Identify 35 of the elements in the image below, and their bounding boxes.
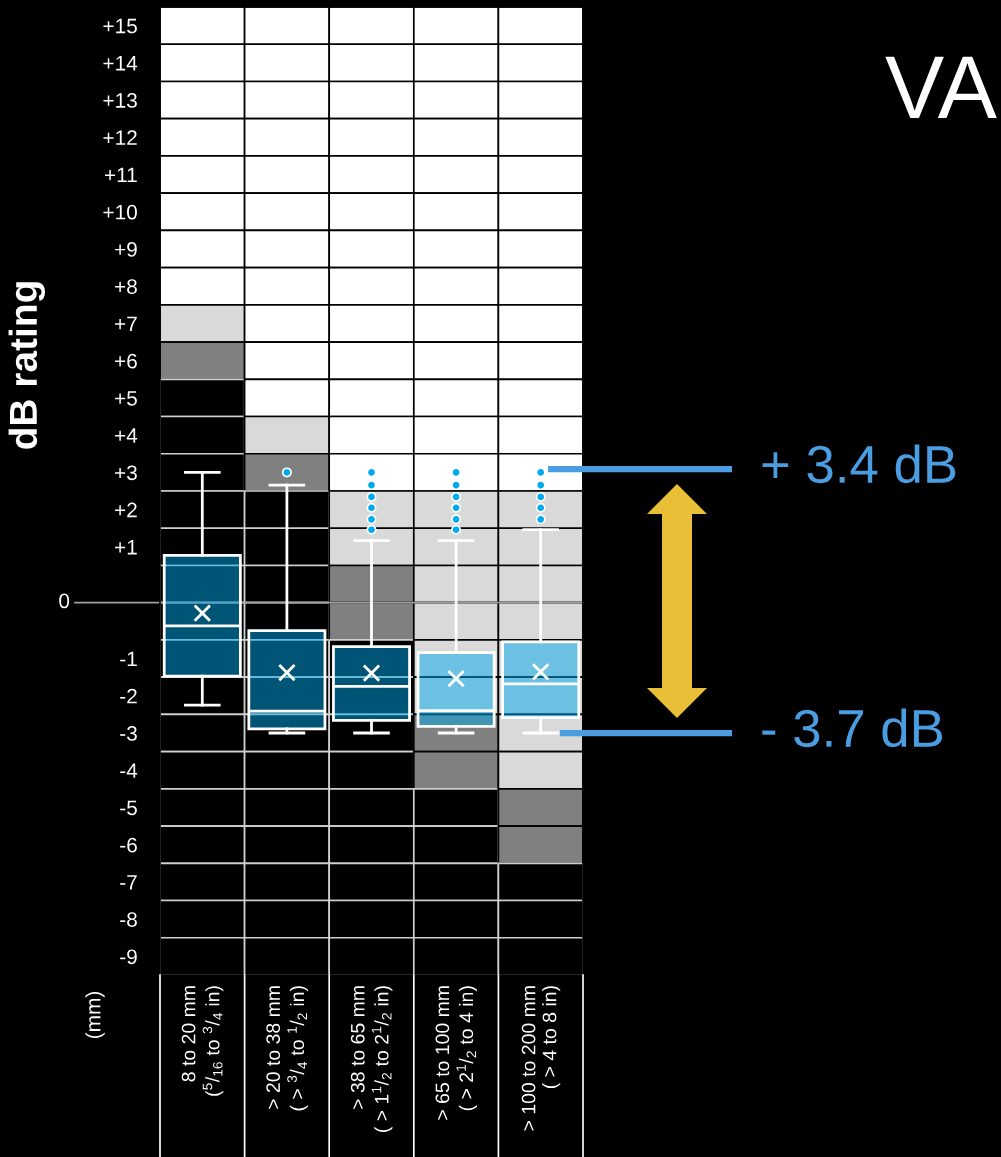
y-tick-label: +2 [115,502,137,518]
y2-tick-label: -9 [120,949,137,965]
y-tick-label: +14 [103,56,138,71]
category-label: > 20 to 38 mm ( > $^{3}$/$_{4}$ to $^{1}$/$_{2}$ in) [266,986,308,1111]
y2-tick-label: -7 [120,875,137,890]
y-tick-label: +4 [115,428,138,443]
category-label: 8 to 20 mm ($^{5}$/$_{16}$ to $^{3}$/$_{4}$ in) [181,986,224,1096]
category-label: > 38 to 65 mm ( > 1$^{1}$/$_{2}$ to 2$^{1}$/$_{2}$ in) [350,986,393,1132]
text: VA [885,56,997,118]
y-tick-label: +5 [115,391,137,406]
y-tick-label: +11 [104,167,137,183]
y2-tick-label: -8 [120,912,137,927]
y-axis-title: dB rating [8,282,45,449]
y-tick-label: +6 [115,353,137,369]
y-tick-label: +7 [115,316,137,332]
x-tick-label: > 65 to 100 mm ( > 2$^{1}$/$_{2}$ to 4 in) [435,986,478,1120]
ref-line-label: 0 [59,593,70,609]
y-tick-label: +10 [103,204,137,220]
y2-tick-label: -3 [120,726,137,741]
y-tick-label: +12 [103,130,137,145]
y2-tick-label: -4 [120,763,138,778]
text: (mm) [85,992,105,1038]
y2-tick-label: -2 [120,688,137,704]
y-tick-label: +15 [103,18,137,34]
y2-tick-label: -5 [120,800,137,816]
y-tick-label: +8 [115,279,137,294]
y-tick-label: +1 [115,540,137,555]
text: + 3.4 dB [762,444,956,484]
y-tick-label: +3 [115,465,137,481]
y2-tick-label: -1 [120,651,137,667]
y-tick-label: +9 [115,242,137,257]
text: - 3.7 dB [762,708,943,748]
y-tick-label: +13 [103,93,137,108]
y2-tick-label: -6 [120,837,137,853]
x-tick-label: > 100 to 200 mm ( > 4 to 8 in) [521,986,561,1131]
